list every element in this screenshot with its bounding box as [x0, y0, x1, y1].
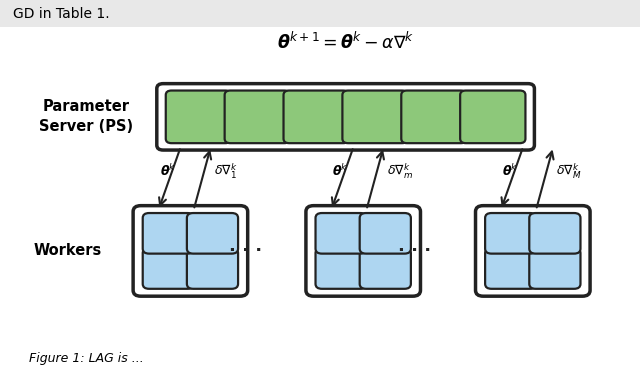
Text: Parameter
Server (PS): Parameter Server (PS) [39, 100, 134, 134]
FancyBboxPatch shape [225, 90, 290, 143]
FancyBboxPatch shape [342, 90, 408, 143]
FancyBboxPatch shape [284, 90, 349, 143]
Text: · · ·: · · · [228, 242, 262, 260]
FancyBboxPatch shape [460, 90, 525, 143]
FancyBboxPatch shape [401, 90, 467, 143]
Text: · · ·: · · · [397, 242, 431, 260]
Text: $\delta\nabla_1^k$: $\delta\nabla_1^k$ [214, 161, 237, 181]
FancyBboxPatch shape [316, 248, 367, 289]
Text: $\delta\nabla_m^k$: $\delta\nabla_m^k$ [387, 161, 413, 181]
FancyBboxPatch shape [360, 213, 411, 254]
FancyBboxPatch shape [157, 84, 534, 150]
FancyBboxPatch shape [0, 0, 640, 27]
Text: $\boldsymbol{\theta}^k$: $\boldsymbol{\theta}^k$ [159, 163, 175, 179]
Text: $\boldsymbol{\theta}^k$: $\boldsymbol{\theta}^k$ [332, 163, 349, 179]
FancyBboxPatch shape [360, 248, 411, 289]
FancyBboxPatch shape [316, 213, 367, 254]
FancyBboxPatch shape [166, 90, 231, 143]
FancyBboxPatch shape [143, 213, 194, 254]
Text: Figure 1: LAG is ...: Figure 1: LAG is ... [13, 352, 143, 365]
Text: $\boldsymbol{\theta}^{k+1} = \boldsymbol{\theta}^k - \alpha\nabla^k$: $\boldsymbol{\theta}^{k+1} = \boldsymbol… [277, 31, 414, 52]
Text: $\delta\nabla_M^k$: $\delta\nabla_M^k$ [557, 161, 582, 181]
FancyBboxPatch shape [187, 213, 238, 254]
FancyBboxPatch shape [133, 206, 248, 296]
FancyBboxPatch shape [143, 248, 194, 289]
FancyBboxPatch shape [529, 248, 580, 289]
FancyBboxPatch shape [187, 248, 238, 289]
Text: Workers: Workers [33, 244, 101, 258]
FancyBboxPatch shape [306, 206, 420, 296]
FancyBboxPatch shape [476, 206, 590, 296]
Text: $\boldsymbol{\theta}^k$: $\boldsymbol{\theta}^k$ [502, 163, 518, 179]
FancyBboxPatch shape [485, 213, 536, 254]
Text: GD in Table 1.: GD in Table 1. [13, 7, 109, 21]
FancyBboxPatch shape [485, 248, 536, 289]
FancyBboxPatch shape [529, 213, 580, 254]
